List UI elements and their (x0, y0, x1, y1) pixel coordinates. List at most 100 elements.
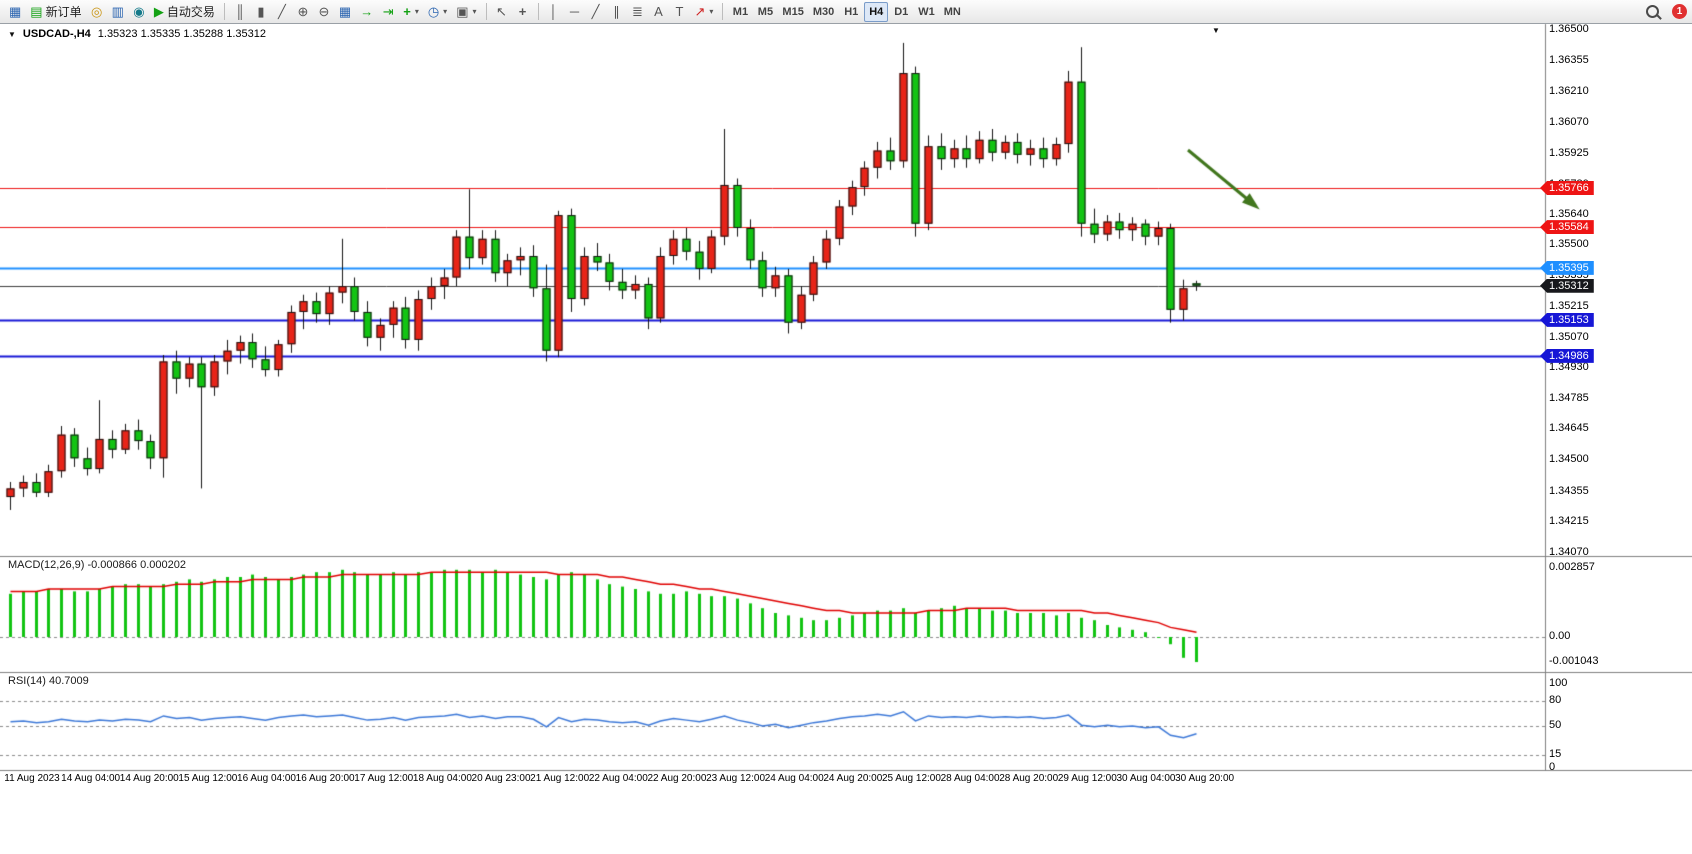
timeframe-w1-button[interactable]: W1 (914, 2, 939, 22)
timeframe-m1-button[interactable]: M1 (728, 2, 752, 22)
rsi-axis-label: 50 (1549, 719, 1562, 731)
cursor-icon: ↖ (496, 4, 507, 19)
clock-icon: ◷ (427, 4, 440, 19)
price-tick-label: 1.34355 (1549, 484, 1589, 497)
timeframe-m30-button[interactable]: M30 (809, 2, 838, 22)
timeframe-h4-button[interactable]: H4 (864, 1, 889, 22)
text-icon: A (654, 4, 663, 19)
indicators-plus-icon: + (403, 4, 411, 19)
periods-button[interactable]: ◷ ▾ (424, 2, 451, 22)
price-tick-label: 1.36210 (1549, 85, 1589, 98)
fibonacci-button[interactable]: ≣ (628, 2, 648, 22)
time-axis-label: 21 Aug 12:00 (530, 773, 590, 784)
time-axis-label: 14 Aug 04:00 (61, 773, 121, 784)
bar-chart-type-button[interactable]: ║ (230, 2, 250, 22)
community-button[interactable]: ◉ (129, 2, 149, 22)
fibonacci-icon: ≣ (632, 4, 643, 19)
time-axis-label: 28 Aug 04:00 (940, 773, 1000, 784)
time-axis-label: 17 Aug 12:00 (354, 773, 414, 784)
horizontal-line-icon: ─ (569, 4, 580, 19)
line-chart-type-button[interactable]: ╱ (272, 2, 292, 22)
auto-scroll-icon: → (360, 4, 374, 19)
rsi-axis-label: 0 (1549, 761, 1556, 773)
text-button[interactable]: A (649, 2, 669, 22)
candlestick-chart-icon: ▮ (257, 4, 265, 19)
timeframe-h1-button[interactable]: H1 (839, 2, 863, 22)
time-axis-label: 24 Aug 04:00 (764, 773, 824, 784)
toolbar-separator (537, 3, 539, 20)
new-chart-button[interactable]: ▦ (5, 2, 25, 22)
timeframe-d1-button[interactable]: D1 (889, 2, 913, 22)
time-axis-label: 22 Aug 20:00 (647, 773, 707, 784)
channel-icon: ∥ (613, 4, 620, 19)
zoom-out-button[interactable]: ⊖ (314, 2, 334, 22)
price-tick-label: 1.36500 (1549, 23, 1589, 35)
zoom-in-icon: ⊕ (297, 4, 309, 19)
ohlc-label: 1.35323 1.35335 1.35288 1.35312 (97, 28, 266, 40)
chevron-down-icon: ▾ (414, 7, 419, 16)
time-axis-label: 28 Aug 20:00 (999, 773, 1059, 784)
vertical-line-icon: │ (549, 4, 558, 19)
price-tick-label: 1.34070 (1549, 546, 1589, 558)
search-button[interactable] (1642, 2, 1663, 22)
price-tick-label: 1.35640 (1549, 208, 1589, 221)
candle-chart-type-button[interactable]: ▮ (251, 2, 271, 22)
horizontal-line-button[interactable]: ─ (565, 2, 585, 22)
price-tag: 1.35395 (1540, 260, 1594, 275)
templates-button[interactable]: ▣ ▾ (452, 2, 480, 22)
chart-shift-button[interactable]: ⇥ (378, 2, 398, 22)
price-tick-label: 1.34930 (1549, 360, 1589, 373)
cursor-button[interactable]: ↖ (492, 2, 512, 22)
collapse-icon[interactable]: ▼ (8, 29, 16, 39)
macd-axis-label: 0.002857 (1549, 561, 1595, 574)
market-watch-button[interactable]: ▥ (108, 2, 128, 22)
bar-chart-icon: ║ (235, 4, 245, 19)
macd-axis-label: 0.00 (1549, 630, 1571, 642)
notification-badge[interactable]: 1 (1672, 4, 1687, 19)
price-tag: 1.35153 (1540, 312, 1594, 327)
time-axis-label: 18 Aug 04:00 (412, 773, 472, 784)
price-tick-label: 1.36355 (1549, 54, 1589, 67)
market-watch-icon: ▥ (111, 4, 124, 19)
play-icon: ▶ (153, 4, 164, 19)
price-tick-label: 1.35500 (1549, 238, 1589, 251)
new-order-button[interactable]: ▤ 新订单 (26, 2, 85, 22)
time-axis-label: 11 Aug 2023 (4, 773, 60, 784)
price-tick-label: 1.34215 (1549, 514, 1589, 527)
price-tick-label: 1.34500 (1549, 453, 1589, 466)
time-axis-label: 14 Aug 20:00 (119, 773, 179, 784)
price-tag: 1.34986 (1540, 348, 1594, 363)
timeframe-m5-button[interactable]: M5 (753, 2, 777, 22)
tile-windows-button[interactable]: ▦ (335, 2, 355, 22)
new-order-label: 新订单 (45, 5, 82, 19)
toolbar-separator (722, 3, 724, 20)
toolbar-separator (223, 3, 225, 20)
indicators-button[interactable]: + ▾ (399, 2, 423, 22)
autotrade-button[interactable]: ▶ 自动交易 (150, 2, 219, 22)
tile-windows-icon: ▦ (338, 4, 352, 19)
chart-end-marker-icon[interactable]: ▼ (1212, 26, 1220, 35)
text-label-button[interactable]: T (670, 2, 690, 22)
crosshair-icon: + (518, 4, 527, 19)
crosshair-button[interactable]: + (513, 2, 533, 22)
rsi-axis-label: 100 (1549, 677, 1568, 689)
timeframe-mn-button[interactable]: MN (940, 2, 965, 22)
price-tick-label: 1.35070 (1549, 330, 1589, 343)
macd-axis-label: -0.001043 (1549, 655, 1599, 668)
time-axis-label: 22 Aug 04:00 (588, 773, 648, 784)
time-axis-label: 30 Aug 04:00 (1116, 773, 1176, 784)
time-axis-label: 16 Aug 04:00 (237, 773, 296, 784)
autotrade-label: 自动交易 (166, 5, 215, 19)
time-axis-label: 15 Aug 12:00 (178, 773, 238, 784)
auto-scroll-button[interactable]: → (356, 2, 377, 22)
arrows-button[interactable]: ↗ ▾ (691, 2, 718, 22)
timeframe-m15-button[interactable]: M15 (778, 2, 807, 22)
price-tick-label: 1.35925 (1549, 146, 1589, 159)
trendline-button[interactable]: ╱ (586, 2, 606, 22)
vertical-line-button[interactable]: │ (544, 2, 564, 22)
channel-button[interactable]: ∥ (607, 2, 627, 22)
zoom-in-button[interactable]: ⊕ (293, 2, 313, 22)
time-axis-label: 20 Aug 23:00 (471, 773, 531, 784)
mql-wizard-button[interactable]: ◎ (87, 2, 107, 22)
